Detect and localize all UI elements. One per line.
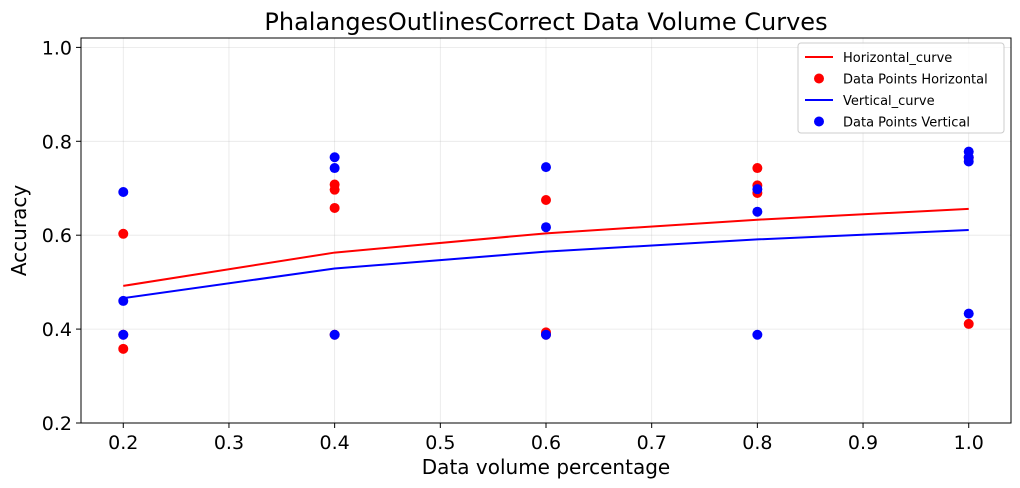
data-point-data-points-vertical xyxy=(752,206,763,217)
data-point-data-points-horizontal xyxy=(118,343,129,354)
data-point-data-points-horizontal xyxy=(118,228,129,239)
x-tick-label: 0.8 xyxy=(742,432,772,454)
chart-title: PhalangesOutlinesCorrect Data Volume Cur… xyxy=(264,8,827,36)
x-tick-label: 0.7 xyxy=(637,432,667,454)
data-point-data-points-vertical xyxy=(752,329,763,340)
data-point-data-points-vertical xyxy=(541,222,551,233)
data-point-data-points-horizontal xyxy=(963,318,974,329)
data-point-data-points-horizontal xyxy=(752,163,763,174)
y-tick-label: 0.6 xyxy=(42,225,72,247)
x-tick-label: 0.5 xyxy=(425,432,455,454)
legend-handle-data-points-horizontal xyxy=(814,73,824,84)
data-point-data-points-vertical xyxy=(541,162,551,173)
x-tick-label: 0.2 xyxy=(108,432,138,454)
data-point-data-points-horizontal xyxy=(329,184,340,195)
series-line-vertical-curve xyxy=(123,229,969,300)
legend-label-data-points-vertical: Data Points Vertical xyxy=(843,116,970,131)
y-tick-label: 1.0 xyxy=(42,37,72,59)
data-point-data-points-vertical xyxy=(118,187,129,197)
y-tick-label: 0.8 xyxy=(42,131,72,153)
legend-box xyxy=(797,42,1005,134)
legend-label-vertical-curve: Vertical_curve xyxy=(843,94,935,109)
y-axis-label: Accuracy xyxy=(7,185,31,276)
series-line-horizontal-curve xyxy=(123,207,969,287)
data-point-data-points-horizontal xyxy=(329,202,340,213)
y-tick-label: 0.4 xyxy=(42,319,72,341)
data-point-data-points-vertical xyxy=(963,308,974,319)
legend: Horizontal_curve Data Points Horizontal Ve… xyxy=(797,42,1005,134)
x-tick-label: 0.3 xyxy=(214,432,244,454)
data-point-data-points-vertical xyxy=(752,184,763,195)
data-point-data-points-vertical xyxy=(329,163,340,174)
data-point-data-points-vertical xyxy=(541,329,551,340)
y-tick-label: 0.2 xyxy=(42,413,72,435)
data-point-data-points-horizontal xyxy=(541,194,551,205)
legend-handle-data-points-vertical xyxy=(814,116,824,127)
axes: 0.2 0.3 0.4 0.5 0.6 0.7 0.8 0.9 1.0 0.2 0.4 0.6 0.8 1… xyxy=(42,37,984,454)
data-point-data-points-vertical xyxy=(329,329,340,340)
x-axis-label: Data volume percentage xyxy=(422,455,670,479)
x-tick-label: 0.6 xyxy=(531,432,561,454)
x-tick-label: 0.9 xyxy=(848,432,878,454)
data-point-data-points-vertical xyxy=(118,329,129,340)
data-point-data-points-vertical xyxy=(963,156,974,167)
x-tick-label: 0.4 xyxy=(320,432,350,454)
x-tick-label: 1.0 xyxy=(954,432,984,454)
data-point-data-points-vertical xyxy=(118,295,129,306)
legend-label-horizontal-curve: Horizontal_curve xyxy=(843,51,952,66)
legend-label-data-points-horizontal: Data Points Horizontal xyxy=(843,73,988,88)
plot-series xyxy=(118,146,974,354)
data-point-data-points-vertical xyxy=(329,152,340,163)
